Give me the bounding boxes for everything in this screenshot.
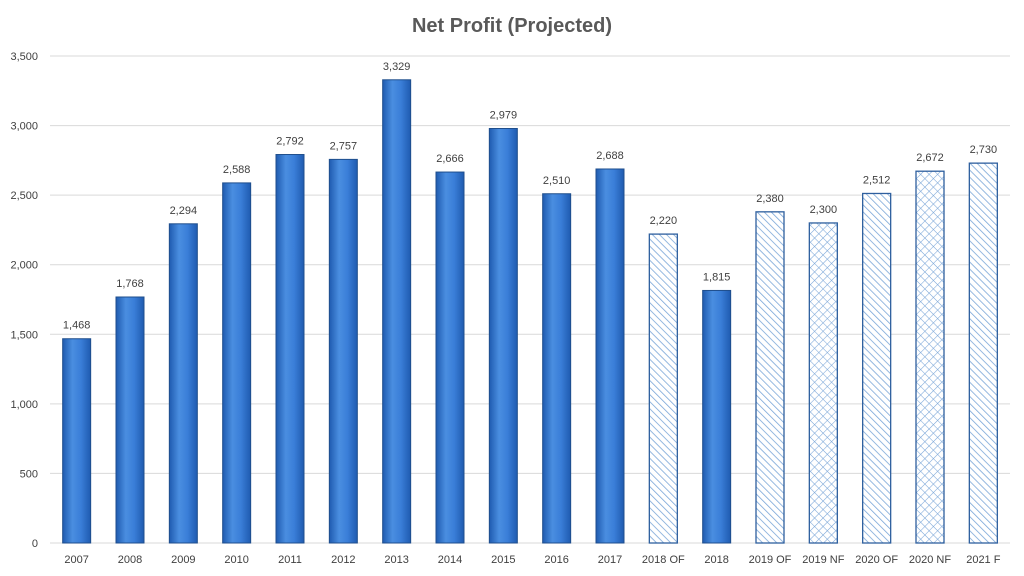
y-tick-label: 3,000 bbox=[10, 121, 38, 133]
gridlines bbox=[50, 55, 1010, 544]
bar-2011 bbox=[275, 154, 305, 544]
x-tick-label: 2012 bbox=[331, 554, 355, 566]
data-label: 2,220 bbox=[650, 215, 678, 227]
y-axis-tick-labels: 0 500 1,000 1,500 2,000 2,500 3,000 3,500 bbox=[10, 51, 38, 550]
x-tick-label: 2011 bbox=[278, 554, 302, 566]
x-tick-label: 2008 bbox=[118, 554, 142, 566]
x-tick-label: 2015 bbox=[491, 554, 515, 566]
bar-2020-nf bbox=[915, 170, 945, 544]
data-labels: 1,468 1,768 2,294 2,588 2,792 2,757 3,329 2,666… bbox=[63, 61, 997, 332]
data-label: 2,979 bbox=[490, 109, 518, 121]
data-label: 2,300 bbox=[810, 204, 838, 216]
y-tick-label: 2,500 bbox=[10, 190, 38, 202]
data-label: 2,380 bbox=[756, 193, 784, 205]
bar-2019-nf bbox=[808, 222, 838, 544]
data-label: 2,792 bbox=[276, 136, 304, 148]
y-tick-label: 2,000 bbox=[10, 260, 38, 272]
data-label: 2,512 bbox=[863, 174, 891, 186]
bar-2015 bbox=[488, 127, 518, 544]
data-label: 2,688 bbox=[596, 150, 624, 162]
bar-2012 bbox=[328, 158, 358, 544]
data-label: 1,815 bbox=[703, 271, 731, 283]
data-label: 3,329 bbox=[383, 61, 411, 73]
bar-2018-of bbox=[648, 233, 678, 544]
y-tick-label: 1,500 bbox=[10, 329, 38, 341]
bar-2020-of bbox=[862, 192, 892, 544]
bar-2018 bbox=[702, 289, 732, 544]
chart-title: Net Profit (Projected) bbox=[412, 15, 612, 37]
y-tick-label: 500 bbox=[20, 468, 38, 480]
x-tick-label: 2019 OF bbox=[749, 554, 792, 566]
x-axis-tick-labels: 2007 2008 2009 2010 2011 2012 2013 2014 2015 2016… bbox=[64, 554, 1000, 566]
bar-2007 bbox=[62, 338, 92, 544]
x-tick-label: 2010 bbox=[224, 554, 248, 566]
x-tick-label: 2016 bbox=[544, 554, 568, 566]
bar-2009 bbox=[168, 223, 198, 544]
y-tick-label: 0 bbox=[32, 538, 38, 550]
bar-2008 bbox=[115, 296, 145, 544]
data-label: 1,768 bbox=[116, 278, 144, 290]
y-tick-label: 1,000 bbox=[10, 399, 38, 411]
x-tick-label: 2020 NF bbox=[909, 554, 951, 566]
x-tick-label: 2018 OF bbox=[642, 554, 685, 566]
data-label: 2,294 bbox=[170, 205, 198, 217]
bar-2013 bbox=[382, 79, 412, 544]
x-tick-label: 2009 bbox=[171, 554, 195, 566]
bar-2019-of bbox=[755, 211, 785, 544]
bar-2014 bbox=[435, 171, 465, 544]
bars bbox=[62, 79, 998, 544]
y-tick-label: 3,500 bbox=[10, 51, 38, 63]
bar-2021-f bbox=[968, 162, 998, 544]
data-label: 2,757 bbox=[330, 140, 358, 152]
data-label: 2,672 bbox=[916, 152, 944, 164]
bar-2010 bbox=[222, 182, 252, 544]
data-label: 2,588 bbox=[223, 164, 251, 176]
x-tick-label: 2020 OF bbox=[855, 554, 898, 566]
data-label: 2,730 bbox=[970, 144, 998, 156]
x-tick-label: 2018 bbox=[704, 554, 728, 566]
x-tick-label: 2017 bbox=[598, 554, 622, 566]
x-tick-label: 2019 NF bbox=[802, 554, 844, 566]
x-tick-label: 2014 bbox=[438, 554, 462, 566]
data-label: 2,510 bbox=[543, 175, 571, 187]
data-label: 1,468 bbox=[63, 320, 91, 332]
bar-2016 bbox=[542, 193, 572, 544]
data-label: 2,666 bbox=[436, 153, 464, 165]
x-tick-label: 2013 bbox=[384, 554, 408, 566]
x-tick-label: 2021 F bbox=[966, 554, 1001, 566]
bar-2017 bbox=[595, 168, 625, 544]
x-tick-label: 2007 bbox=[64, 554, 88, 566]
